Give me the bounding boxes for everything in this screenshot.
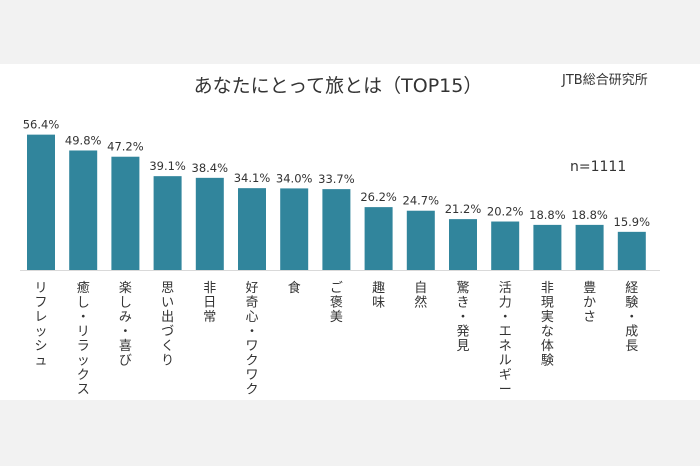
- bar: [27, 134, 55, 270]
- bar-series: 56.4% リフレッシュ 49.8% 癒し・リラックス 47.2% 楽しみ・喜び 39.1%…: [23, 118, 650, 398]
- category-label: 楽しみ・喜び: [119, 280, 132, 369]
- data-label: 26.2%: [360, 190, 397, 204]
- bar: [364, 207, 393, 270]
- category-label: 驚き・発見: [456, 280, 469, 354]
- data-label: 34.1%: [234, 171, 271, 185]
- category-label: 食: [288, 280, 301, 296]
- data-label: 18.8%: [529, 208, 566, 222]
- bar: [491, 221, 520, 270]
- category-label: 趣味: [372, 281, 385, 311]
- bar: [533, 224, 562, 270]
- bar: [617, 231, 646, 270]
- bar: [406, 210, 435, 270]
- data-label: 21.2%: [445, 202, 482, 216]
- data-label: 33.7%: [318, 172, 355, 186]
- category-label: 好奇心・ワクワク: [245, 281, 258, 398]
- chart-source: JTB総合研究所: [561, 73, 648, 88]
- data-label: 56.4%: [23, 118, 60, 132]
- data-label: 20.2%: [487, 205, 524, 219]
- chart-panel: あなたにとって旅とは（TOP15） JTB総合研究所 n=1111 56.4% リ…: [0, 64, 700, 400]
- category-label: 自然: [414, 281, 427, 311]
- data-label: 47.2%: [107, 140, 144, 154]
- category-label: 癒し・リラックス: [77, 280, 90, 398]
- category-label: 経験・成長: [625, 281, 638, 354]
- bar: [238, 188, 266, 270]
- category-label: 非日常: [203, 281, 216, 325]
- bar-chart: あなたにとって旅とは（TOP15） JTB総合研究所 n=1111 56.4% リ…: [20, 73, 660, 398]
- bar: [280, 188, 309, 270]
- bar: [153, 176, 182, 270]
- bar: [575, 224, 604, 270]
- sample-size-note: n=1111: [570, 159, 626, 175]
- data-label: 49.8%: [65, 133, 102, 147]
- data-label: 38.4%: [192, 161, 229, 175]
- category-label: 思い出づくり: [161, 281, 174, 369]
- data-label: 34.0%: [276, 171, 313, 185]
- category-label: 豊かさ: [583, 281, 596, 325]
- category-label: 活力・エネルギー: [499, 281, 512, 398]
- data-label: 15.9%: [614, 215, 651, 229]
- bar: [449, 219, 477, 270]
- category-label: リフレッシュ: [34, 281, 47, 369]
- bar: [195, 177, 224, 270]
- chart-title: あなたにとって旅とは（TOP15）: [194, 75, 483, 97]
- data-label: 18.8%: [571, 208, 608, 222]
- category-label: 非現実な体験: [541, 281, 554, 369]
- category-label: ご褒美: [330, 280, 343, 325]
- bar: [111, 156, 140, 270]
- bar: [322, 189, 351, 270]
- bar: [69, 150, 98, 270]
- data-label: 39.1%: [149, 159, 186, 173]
- data-label: 24.7%: [403, 194, 440, 208]
